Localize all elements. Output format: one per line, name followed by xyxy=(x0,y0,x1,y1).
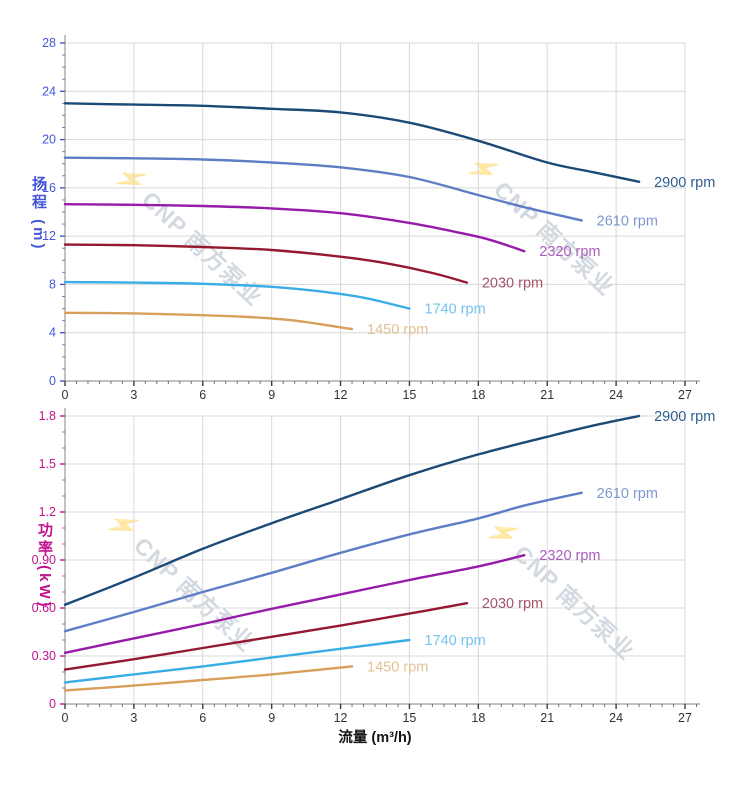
y-tick-label: 8 xyxy=(49,277,56,291)
x-tick-label: 15 xyxy=(402,711,416,725)
series: 2900 rpm 2610 rpm 2320 rpm 2030 rpm 1740 rpm… xyxy=(63,102,715,338)
series-label-2610-rpm: 2610 rpm xyxy=(597,213,658,229)
y-tick-label: 0 xyxy=(49,374,56,388)
y-axis-title-power: 功率 (kW) xyxy=(36,522,53,610)
x-tick-label: 3 xyxy=(130,388,137,402)
x-tick-label: 9 xyxy=(268,388,275,402)
y-tick-label: 0.60 xyxy=(32,601,56,615)
curve-2030-rpm xyxy=(63,243,469,284)
y-tick-label: 20 xyxy=(42,133,56,147)
y-ticks xyxy=(60,42,65,382)
series-label-1450-rpm: 1450 rpm xyxy=(367,659,428,675)
y-tick-label: 0.30 xyxy=(32,649,56,663)
y-tick-label: 12 xyxy=(42,229,56,243)
y-tick-label: 4 xyxy=(49,326,56,340)
y-tick-label: 0 xyxy=(49,697,56,711)
x-tick-label: 24 xyxy=(609,711,623,725)
series-label-2030-rpm: 2030 rpm xyxy=(482,596,543,612)
x-tick-label: 21 xyxy=(540,388,554,402)
axes xyxy=(64,408,700,705)
series-label-2030-rpm: 2030 rpm xyxy=(482,276,543,292)
curve-2900-rpm xyxy=(63,102,641,183)
series: 2900 rpm 2610 rpm 2320 rpm 2030 rpm 1740 rpm… xyxy=(63,409,715,692)
curve-1450-rpm xyxy=(63,311,354,331)
y-tick-labels: 0 0.30 0.60 0.90 1.2 1.5 1.8 xyxy=(32,409,56,711)
y-tick-labels: 0 4 8 12 16 20 24 28 xyxy=(42,36,56,388)
x-tick-label: 9 xyxy=(268,711,275,725)
x-tick-label: 3 xyxy=(130,711,137,725)
series-label-1450-rpm: 1450 rpm xyxy=(367,322,428,338)
y-tick-label: 16 xyxy=(42,181,56,195)
series-label-2610-rpm: 2610 rpm xyxy=(597,486,658,502)
x-tick-label: 0 xyxy=(62,388,69,402)
y-tick-label: 0.90 xyxy=(32,553,56,567)
curve-1740-rpm xyxy=(63,638,411,684)
head-chart: 0 3 6 9 12 15 18 21 24 27 0 4 8 12 16 20 24 28 2900 rpm 261… xyxy=(42,35,715,402)
series-label-2900-rpm: 2900 rpm xyxy=(654,409,715,425)
x-tick-labels: 0 3 6 9 12 15 18 21 24 27 xyxy=(62,388,692,402)
series-label-2900-rpm: 2900 rpm xyxy=(654,175,715,191)
curve-1740-rpm xyxy=(63,280,411,310)
power-chart: 0 3 6 9 12 15 18 21 24 27 0 0.30 0.60 0.90 1.2 1.5 1.8 29… xyxy=(32,408,715,725)
series-label-1740-rpm: 1740 rpm xyxy=(424,302,485,318)
curve-1450-rpm xyxy=(63,665,354,692)
y-tick-label: 1.8 xyxy=(39,409,56,423)
x-tick-label: 18 xyxy=(471,388,485,402)
series-label-2320-rpm: 2320 rpm xyxy=(539,244,600,260)
y-ticks xyxy=(60,415,65,705)
x-tick-label: 0 xyxy=(62,711,69,725)
x-tick-label: 24 xyxy=(609,388,623,402)
x-tick-label: 6 xyxy=(199,711,206,725)
y-axis-title-head: 扬程 (m) xyxy=(30,176,47,252)
x-tick-label: 12 xyxy=(334,711,348,725)
x-tick-labels: 0 3 6 9 12 15 18 21 24 27 xyxy=(62,711,692,725)
series-label-1740-rpm: 1740 rpm xyxy=(424,633,485,649)
x-axis-title-flow: 流量 (m³/h) xyxy=(338,730,412,746)
curve-2900-rpm xyxy=(63,414,641,606)
curve-2320-rpm xyxy=(63,554,526,654)
y-tick-label: 1.5 xyxy=(39,457,56,471)
axes xyxy=(64,35,700,382)
y-tick-label: 1.2 xyxy=(39,505,56,519)
x-ticks xyxy=(64,381,697,386)
curve-2610-rpm xyxy=(63,491,583,633)
x-tick-label: 18 xyxy=(471,711,485,725)
curve-2610-rpm xyxy=(63,156,583,222)
y-tick-label: 24 xyxy=(42,84,56,98)
x-tick-label: 27 xyxy=(678,388,692,402)
x-tick-label: 12 xyxy=(334,388,348,402)
curve-2030-rpm xyxy=(63,602,469,671)
x-tick-label: 21 xyxy=(540,711,554,725)
series-label-2320-rpm: 2320 rpm xyxy=(539,548,600,564)
x-tick-label: 27 xyxy=(678,711,692,725)
x-tick-label: 15 xyxy=(402,388,416,402)
y-tick-label: 28 xyxy=(42,36,56,50)
x-tick-label: 6 xyxy=(199,388,206,402)
x-ticks xyxy=(64,704,697,709)
curve-2320-rpm xyxy=(63,202,526,253)
